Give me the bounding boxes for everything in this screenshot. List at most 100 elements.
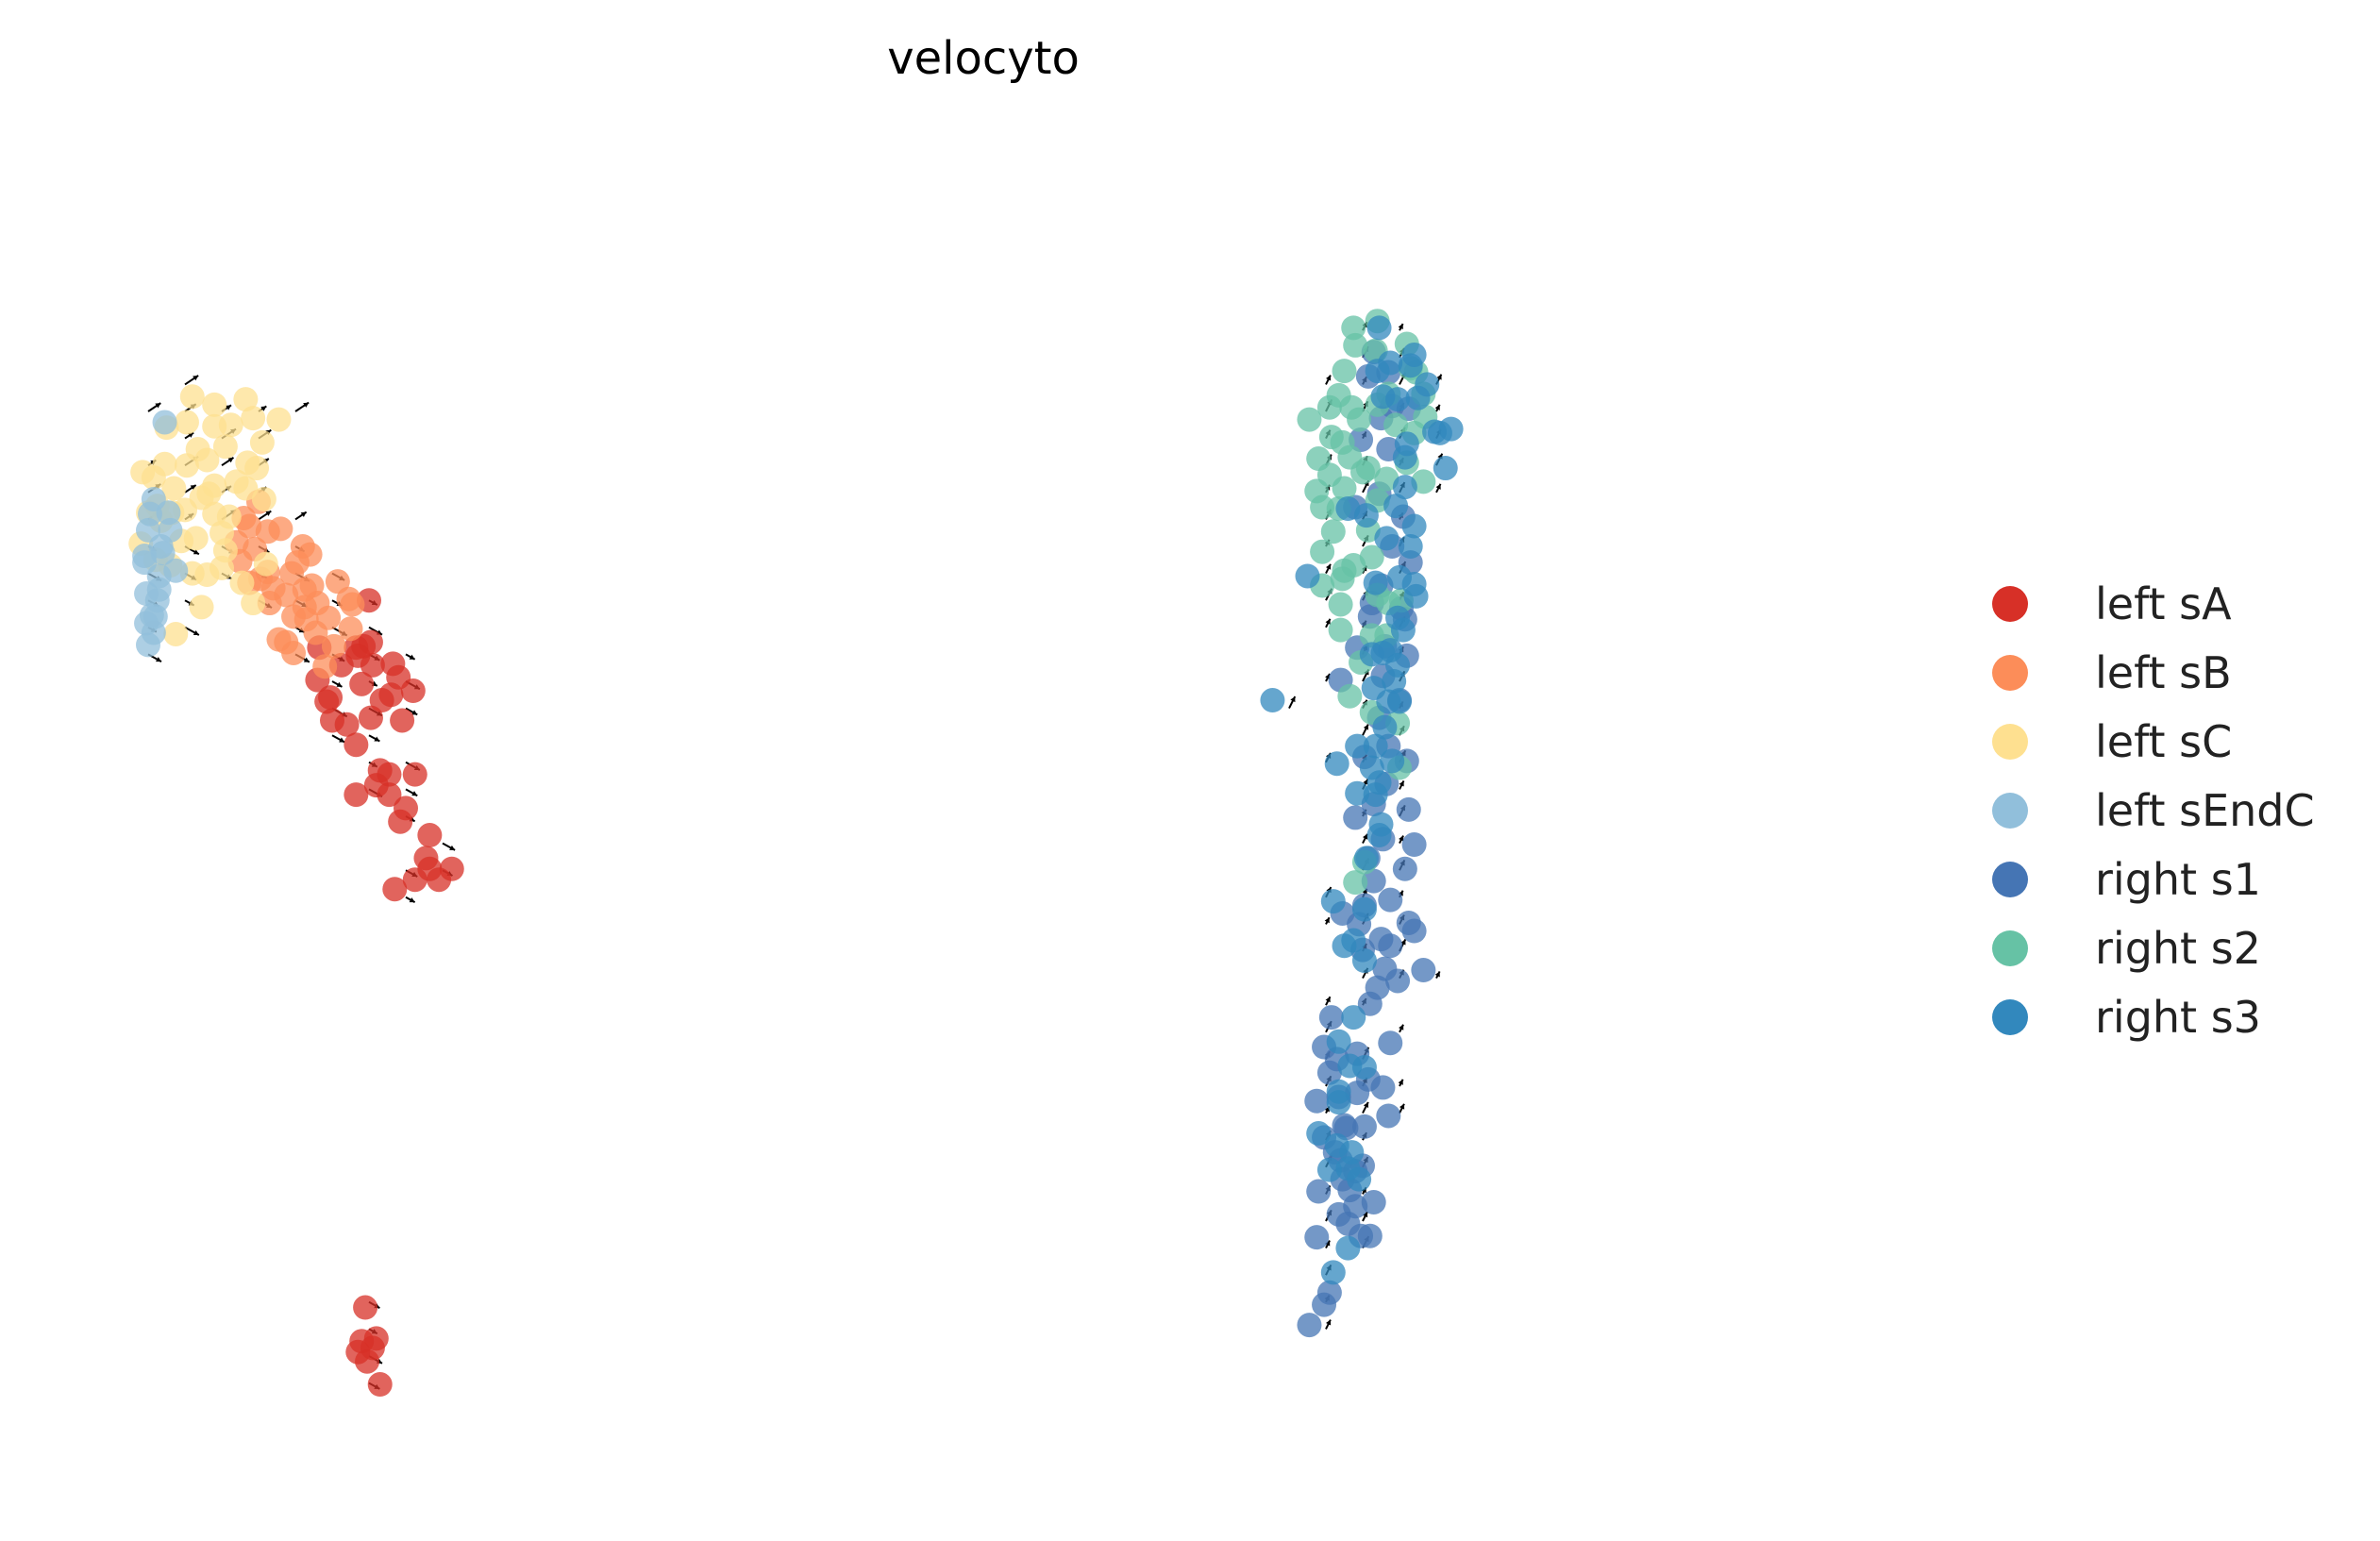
point-right-s1 bbox=[1361, 868, 1386, 894]
velocity-arrowhead bbox=[449, 845, 456, 850]
point-left-sc bbox=[202, 392, 227, 417]
point-right-s3 bbox=[1383, 494, 1409, 519]
velocity-arrowhead bbox=[1363, 1101, 1369, 1108]
point-right-s3 bbox=[1374, 526, 1400, 551]
point-left-sendc bbox=[141, 620, 166, 645]
point-right-s2 bbox=[1411, 469, 1436, 494]
velocity-arrowhead bbox=[1435, 483, 1441, 490]
point-right-s1 bbox=[1392, 856, 1417, 881]
point-left-sc bbox=[212, 434, 238, 460]
point-left-sc bbox=[189, 595, 214, 620]
velocity-arrowhead bbox=[1290, 696, 1296, 703]
velocity-arrowhead bbox=[155, 657, 161, 662]
point-left-sc bbox=[233, 476, 259, 501]
point-right-s1 bbox=[1376, 1103, 1401, 1129]
point-left-sa bbox=[344, 782, 369, 808]
point-left-sa bbox=[358, 705, 383, 730]
point-left-sb bbox=[321, 633, 346, 659]
point-right-s3 bbox=[1387, 689, 1412, 714]
point-left-sendc bbox=[163, 558, 189, 583]
point-right-s3 bbox=[1353, 503, 1379, 528]
point-left-sc bbox=[241, 406, 266, 431]
point-right-s2 bbox=[1359, 623, 1384, 648]
point-right-s3 bbox=[1306, 1121, 1332, 1147]
point-right-s2 bbox=[1328, 617, 1353, 643]
point-right-s2 bbox=[1328, 592, 1353, 617]
point-right-s2 bbox=[1332, 359, 1357, 384]
point-left-sa bbox=[400, 678, 426, 704]
point-right-s1 bbox=[1370, 1075, 1396, 1100]
point-left-sc bbox=[233, 387, 259, 412]
point-right-s1 bbox=[1345, 1080, 1370, 1106]
point-right-s2 bbox=[1304, 478, 1330, 504]
velocity-arrowhead bbox=[1399, 1024, 1404, 1030]
point-left-sc bbox=[163, 621, 189, 646]
point-right-s3 bbox=[1392, 475, 1417, 500]
point-right-s2 bbox=[1383, 412, 1409, 438]
point-left-sb bbox=[292, 595, 317, 620]
legend-label-right-s2: right s2 bbox=[2095, 923, 2261, 974]
point-left-sa bbox=[417, 823, 443, 848]
velocity-arrowhead bbox=[227, 457, 234, 463]
legend-label-left-sendc: left sEndC bbox=[2095, 785, 2315, 836]
point-right-s2 bbox=[1374, 466, 1400, 492]
velocity-arrowhead bbox=[1399, 780, 1404, 787]
velocity-arrowhead bbox=[190, 485, 196, 491]
point-right-s1 bbox=[1378, 1030, 1403, 1056]
point-left-sb bbox=[303, 620, 328, 645]
velocity-arrowhead bbox=[1434, 971, 1440, 978]
velocity-arrowhead bbox=[1362, 833, 1368, 840]
point-right-s3 bbox=[1422, 419, 1448, 444]
point-right-s1 bbox=[1401, 832, 1427, 858]
point-right-s1 bbox=[1312, 1292, 1337, 1317]
point-right-s3 bbox=[1320, 1260, 1346, 1285]
point-left-sendc bbox=[144, 588, 170, 613]
point-right-s2 bbox=[1347, 407, 1372, 432]
point-left-sb bbox=[260, 576, 286, 601]
velocity-arrowhead bbox=[303, 657, 310, 662]
velocity-arrowhead bbox=[1362, 1212, 1368, 1218]
point-left-sc bbox=[179, 384, 205, 410]
point-right-s3 bbox=[1405, 385, 1431, 410]
velocity-arrowhead bbox=[1325, 618, 1331, 625]
velocity-arrowhead bbox=[1363, 779, 1368, 785]
velocity-arrowhead bbox=[1436, 374, 1442, 380]
point-right-s3 bbox=[1324, 751, 1349, 777]
point-right-s1 bbox=[1357, 991, 1383, 1016]
point-left-sa bbox=[427, 867, 452, 893]
point-right-s2 bbox=[1316, 394, 1342, 420]
legend-label-right-s3: right s3 bbox=[2095, 992, 2261, 1043]
point-right-s1 bbox=[1304, 1088, 1330, 1114]
point-left-sa bbox=[378, 682, 404, 708]
point-right-s3 bbox=[1380, 748, 1405, 774]
point-right-s3 bbox=[1316, 1157, 1342, 1182]
point-right-s1 bbox=[1297, 1313, 1322, 1338]
point-left-sc bbox=[130, 460, 156, 485]
point-right-s3 bbox=[1363, 733, 1388, 759]
point-left-sendc bbox=[158, 517, 183, 543]
point-left-sa bbox=[390, 708, 415, 733]
point-right-s3 bbox=[1351, 896, 1377, 922]
point-right-s3 bbox=[1335, 1235, 1361, 1261]
point-right-s1 bbox=[1343, 1194, 1368, 1219]
velocity-arrowhead bbox=[1324, 917, 1330, 924]
point-left-sa bbox=[314, 689, 340, 714]
point-left-sa bbox=[353, 1295, 378, 1320]
velocity-arrowhead bbox=[193, 549, 199, 555]
point-right-s2 bbox=[1297, 407, 1322, 432]
point-left-sa bbox=[382, 877, 408, 902]
velocity-arrowhead bbox=[1325, 563, 1332, 570]
point-right-s3 bbox=[1390, 617, 1416, 643]
point-right-s1 bbox=[1396, 796, 1421, 822]
point-right-s2 bbox=[1332, 476, 1357, 501]
point-right-s3 bbox=[1260, 688, 1285, 713]
point-right-s1 bbox=[1357, 604, 1383, 629]
velocity-arrowhead bbox=[1434, 404, 1440, 410]
point-right-s2 bbox=[1337, 683, 1363, 709]
point-left-sc bbox=[249, 429, 275, 455]
velocity-arrowhead bbox=[1325, 375, 1332, 381]
velocity-arrowhead bbox=[303, 402, 310, 408]
point-right-s1 bbox=[1385, 968, 1411, 994]
point-left-sa bbox=[388, 809, 413, 834]
point-left-sc bbox=[194, 447, 220, 473]
